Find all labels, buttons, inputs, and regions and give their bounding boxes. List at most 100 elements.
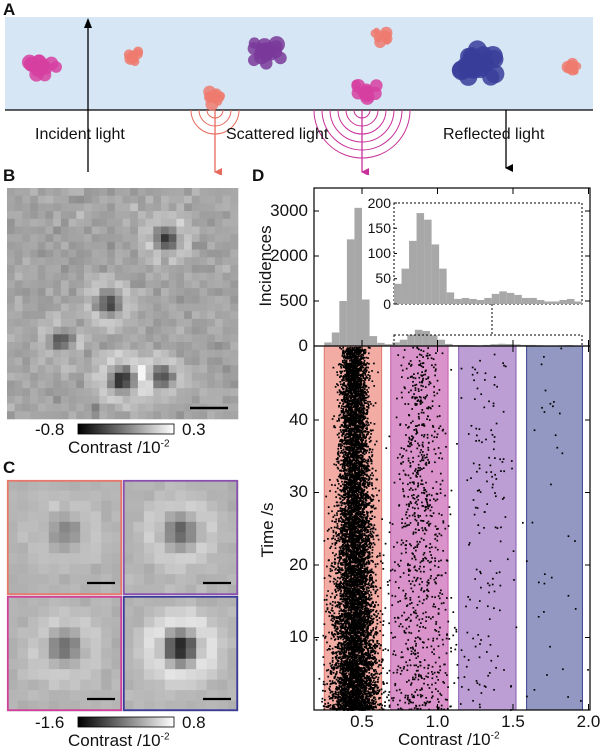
scatter-point (340, 661, 342, 663)
scatter-point (375, 580, 377, 582)
scatter-point (373, 680, 375, 682)
scatter-point (378, 490, 380, 492)
inset-histogram-bar (439, 269, 447, 304)
scatter-point (343, 617, 345, 619)
scatter-point (363, 467, 365, 469)
scatter-point (338, 437, 340, 439)
scatter-point (335, 496, 337, 498)
scatter-point (365, 349, 367, 351)
scatter-point (322, 690, 324, 692)
scatter-point (370, 474, 372, 476)
scatter-point (340, 460, 342, 462)
scatter-point (327, 676, 329, 678)
scatter-point (382, 562, 384, 564)
scatter-point (341, 405, 343, 407)
scatter-point (371, 651, 373, 653)
histogram-bar (438, 340, 446, 346)
scatter-point (368, 379, 370, 381)
scatter-point (371, 615, 373, 617)
scatter-point (334, 484, 336, 486)
scatter-point (381, 707, 383, 709)
scatter-point (371, 463, 373, 465)
scatter-point (329, 490, 331, 492)
inset-histogram-bar (409, 241, 417, 304)
histogram-bar (370, 336, 378, 346)
scatter-point (376, 619, 378, 621)
inset-histogram-bar (477, 300, 485, 304)
histogram-bar (422, 331, 430, 346)
scatter-point (333, 531, 335, 533)
scatter-point (335, 683, 337, 685)
inset-histogram-bar (417, 213, 425, 304)
scatter-point (374, 524, 376, 526)
histogram-bar (407, 335, 415, 346)
histogram-bar (339, 301, 347, 346)
scatter-point (383, 692, 385, 694)
scatter-point (367, 418, 369, 420)
scatter-point (374, 633, 376, 635)
scatter-point (368, 431, 370, 433)
scatter-point (337, 374, 339, 376)
scatter-point (353, 516, 355, 518)
scatter-point (369, 375, 371, 377)
inset-histogram-bar (499, 291, 507, 304)
scatter-point (331, 527, 333, 529)
inset-histogram-bar (469, 299, 477, 304)
scatter-point (340, 556, 342, 558)
histogram-bar (362, 300, 370, 347)
scatter-point (346, 424, 348, 426)
scatter-point (338, 613, 340, 615)
scatter-point (373, 405, 375, 407)
scatter-point (341, 601, 343, 603)
inset-histogram-bar (484, 298, 492, 304)
scatter-point (339, 551, 341, 553)
histogram-bar (430, 335, 438, 346)
scatter-point (379, 673, 381, 675)
scatter-point (343, 454, 345, 456)
scatter-point (330, 638, 332, 640)
scatter-point (327, 590, 329, 592)
scatter-point (367, 391, 369, 393)
scatter-point (342, 378, 344, 380)
scatter-point (369, 401, 371, 403)
scatter-point (368, 352, 370, 354)
scatter-point (394, 684, 396, 686)
scatter-point (316, 639, 318, 641)
scatter-point (334, 583, 336, 585)
scatter-point (329, 686, 331, 688)
histogram-bar (332, 333, 340, 347)
scatter-point (375, 611, 377, 613)
scatter-point (337, 448, 339, 450)
scatter-point (332, 552, 334, 554)
scatter-point (338, 560, 340, 562)
scatter-point (322, 698, 324, 700)
scatter-point (338, 445, 340, 447)
scatter-point (335, 521, 337, 523)
scatter-point (343, 380, 345, 382)
scatter-point (374, 423, 376, 425)
scatter-point (371, 594, 373, 596)
scatter-point (384, 607, 386, 609)
scatter-point (363, 598, 365, 600)
scatter-point (369, 580, 371, 582)
scatter-point (371, 668, 373, 670)
scatter-point (340, 502, 342, 504)
scatter-point (369, 482, 371, 484)
scatter-point (337, 691, 339, 693)
inset-histogram-bar (432, 244, 440, 304)
scatter-point (337, 617, 339, 619)
scatter-point (373, 696, 375, 698)
scatter-point (372, 627, 374, 629)
scatter-point (324, 577, 326, 579)
scatter-point (321, 701, 323, 703)
scatter-point (325, 496, 327, 498)
scatter-point (366, 450, 368, 452)
scatter-point (333, 581, 335, 583)
scatter-point (361, 468, 363, 470)
scatter-point (331, 538, 333, 540)
scatter-point (331, 484, 333, 486)
scatter-point (388, 593, 390, 595)
scatter-point (328, 696, 330, 698)
scatter-point (379, 553, 381, 555)
inset-histogram-bar (574, 301, 582, 304)
